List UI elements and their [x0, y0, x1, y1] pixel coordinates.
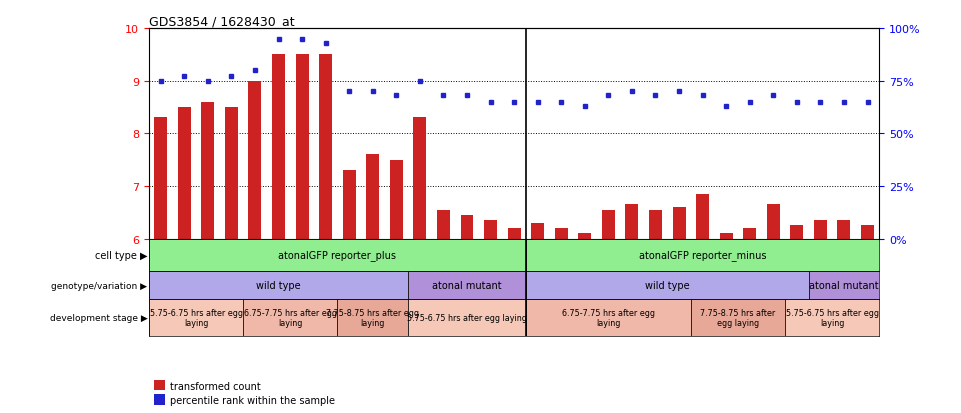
Bar — [390, 160, 403, 239]
Bar — [696, 195, 709, 239]
Bar — [149, 272, 408, 299]
Text: transformed count: transformed count — [170, 381, 260, 391]
Bar — [626, 205, 638, 239]
Bar — [272, 55, 285, 239]
Bar — [366, 155, 380, 239]
Bar — [437, 210, 450, 239]
Bar — [243, 299, 337, 337]
Bar — [814, 221, 826, 239]
Bar — [649, 210, 662, 239]
Bar — [691, 299, 785, 337]
Text: wild type: wild type — [645, 280, 690, 290]
Bar — [526, 239, 879, 272]
Text: 5.75-6.75 hrs after egg
laying: 5.75-6.75 hrs after egg laying — [150, 308, 242, 328]
Text: wild type: wild type — [257, 280, 301, 290]
Bar — [531, 223, 544, 239]
Bar — [720, 234, 732, 239]
Bar — [767, 205, 779, 239]
Bar — [178, 108, 191, 239]
Text: 5.75-6.75 hrs after egg
laying: 5.75-6.75 hrs after egg laying — [786, 308, 878, 328]
Text: 6.75-7.75 hrs after egg
laying: 6.75-7.75 hrs after egg laying — [562, 308, 654, 328]
Text: cell type ▶: cell type ▶ — [95, 250, 147, 260]
Bar — [225, 108, 238, 239]
Bar — [743, 228, 756, 239]
Bar — [554, 228, 568, 239]
Text: atonalGFP reporter_plus: atonalGFP reporter_plus — [279, 250, 397, 261]
Bar — [408, 299, 526, 337]
Text: genotype/variation ▶: genotype/variation ▶ — [52, 281, 147, 290]
Text: atonal mutant: atonal mutant — [809, 280, 878, 290]
Bar — [673, 207, 685, 239]
Bar — [602, 210, 615, 239]
Bar — [526, 299, 691, 337]
Bar — [837, 221, 850, 239]
Text: 6.75-7.75 hrs after egg
laying: 6.75-7.75 hrs after egg laying — [244, 308, 336, 328]
Bar — [413, 118, 427, 239]
Text: 7.75-8.75 hrs after egg
laying: 7.75-8.75 hrs after egg laying — [327, 308, 419, 328]
Bar — [460, 216, 474, 239]
Text: 5.75-6.75 hrs after egg laying: 5.75-6.75 hrs after egg laying — [407, 313, 527, 322]
Bar — [808, 272, 879, 299]
Bar — [579, 234, 591, 239]
Bar — [484, 221, 497, 239]
Bar — [785, 299, 879, 337]
Bar — [149, 299, 243, 337]
Bar — [408, 272, 526, 299]
Text: 7.75-8.75 hrs after
egg laying: 7.75-8.75 hrs after egg laying — [701, 308, 776, 328]
Text: development stage ▶: development stage ▶ — [50, 313, 147, 322]
Bar — [249, 81, 261, 239]
Text: atonal mutant: atonal mutant — [432, 280, 502, 290]
Bar — [337, 299, 408, 337]
Bar — [155, 118, 167, 239]
Bar — [149, 239, 526, 272]
Text: percentile rank within the sample: percentile rank within the sample — [170, 395, 335, 405]
Bar — [526, 272, 808, 299]
Bar — [296, 55, 308, 239]
Text: atonalGFP reporter_minus: atonalGFP reporter_minus — [639, 250, 766, 261]
Bar — [202, 102, 214, 239]
Text: GDS3854 / 1628430_at: GDS3854 / 1628430_at — [149, 15, 295, 28]
Bar — [790, 226, 803, 239]
Bar — [343, 171, 356, 239]
Bar — [861, 226, 874, 239]
Bar — [319, 55, 333, 239]
Bar — [507, 228, 521, 239]
